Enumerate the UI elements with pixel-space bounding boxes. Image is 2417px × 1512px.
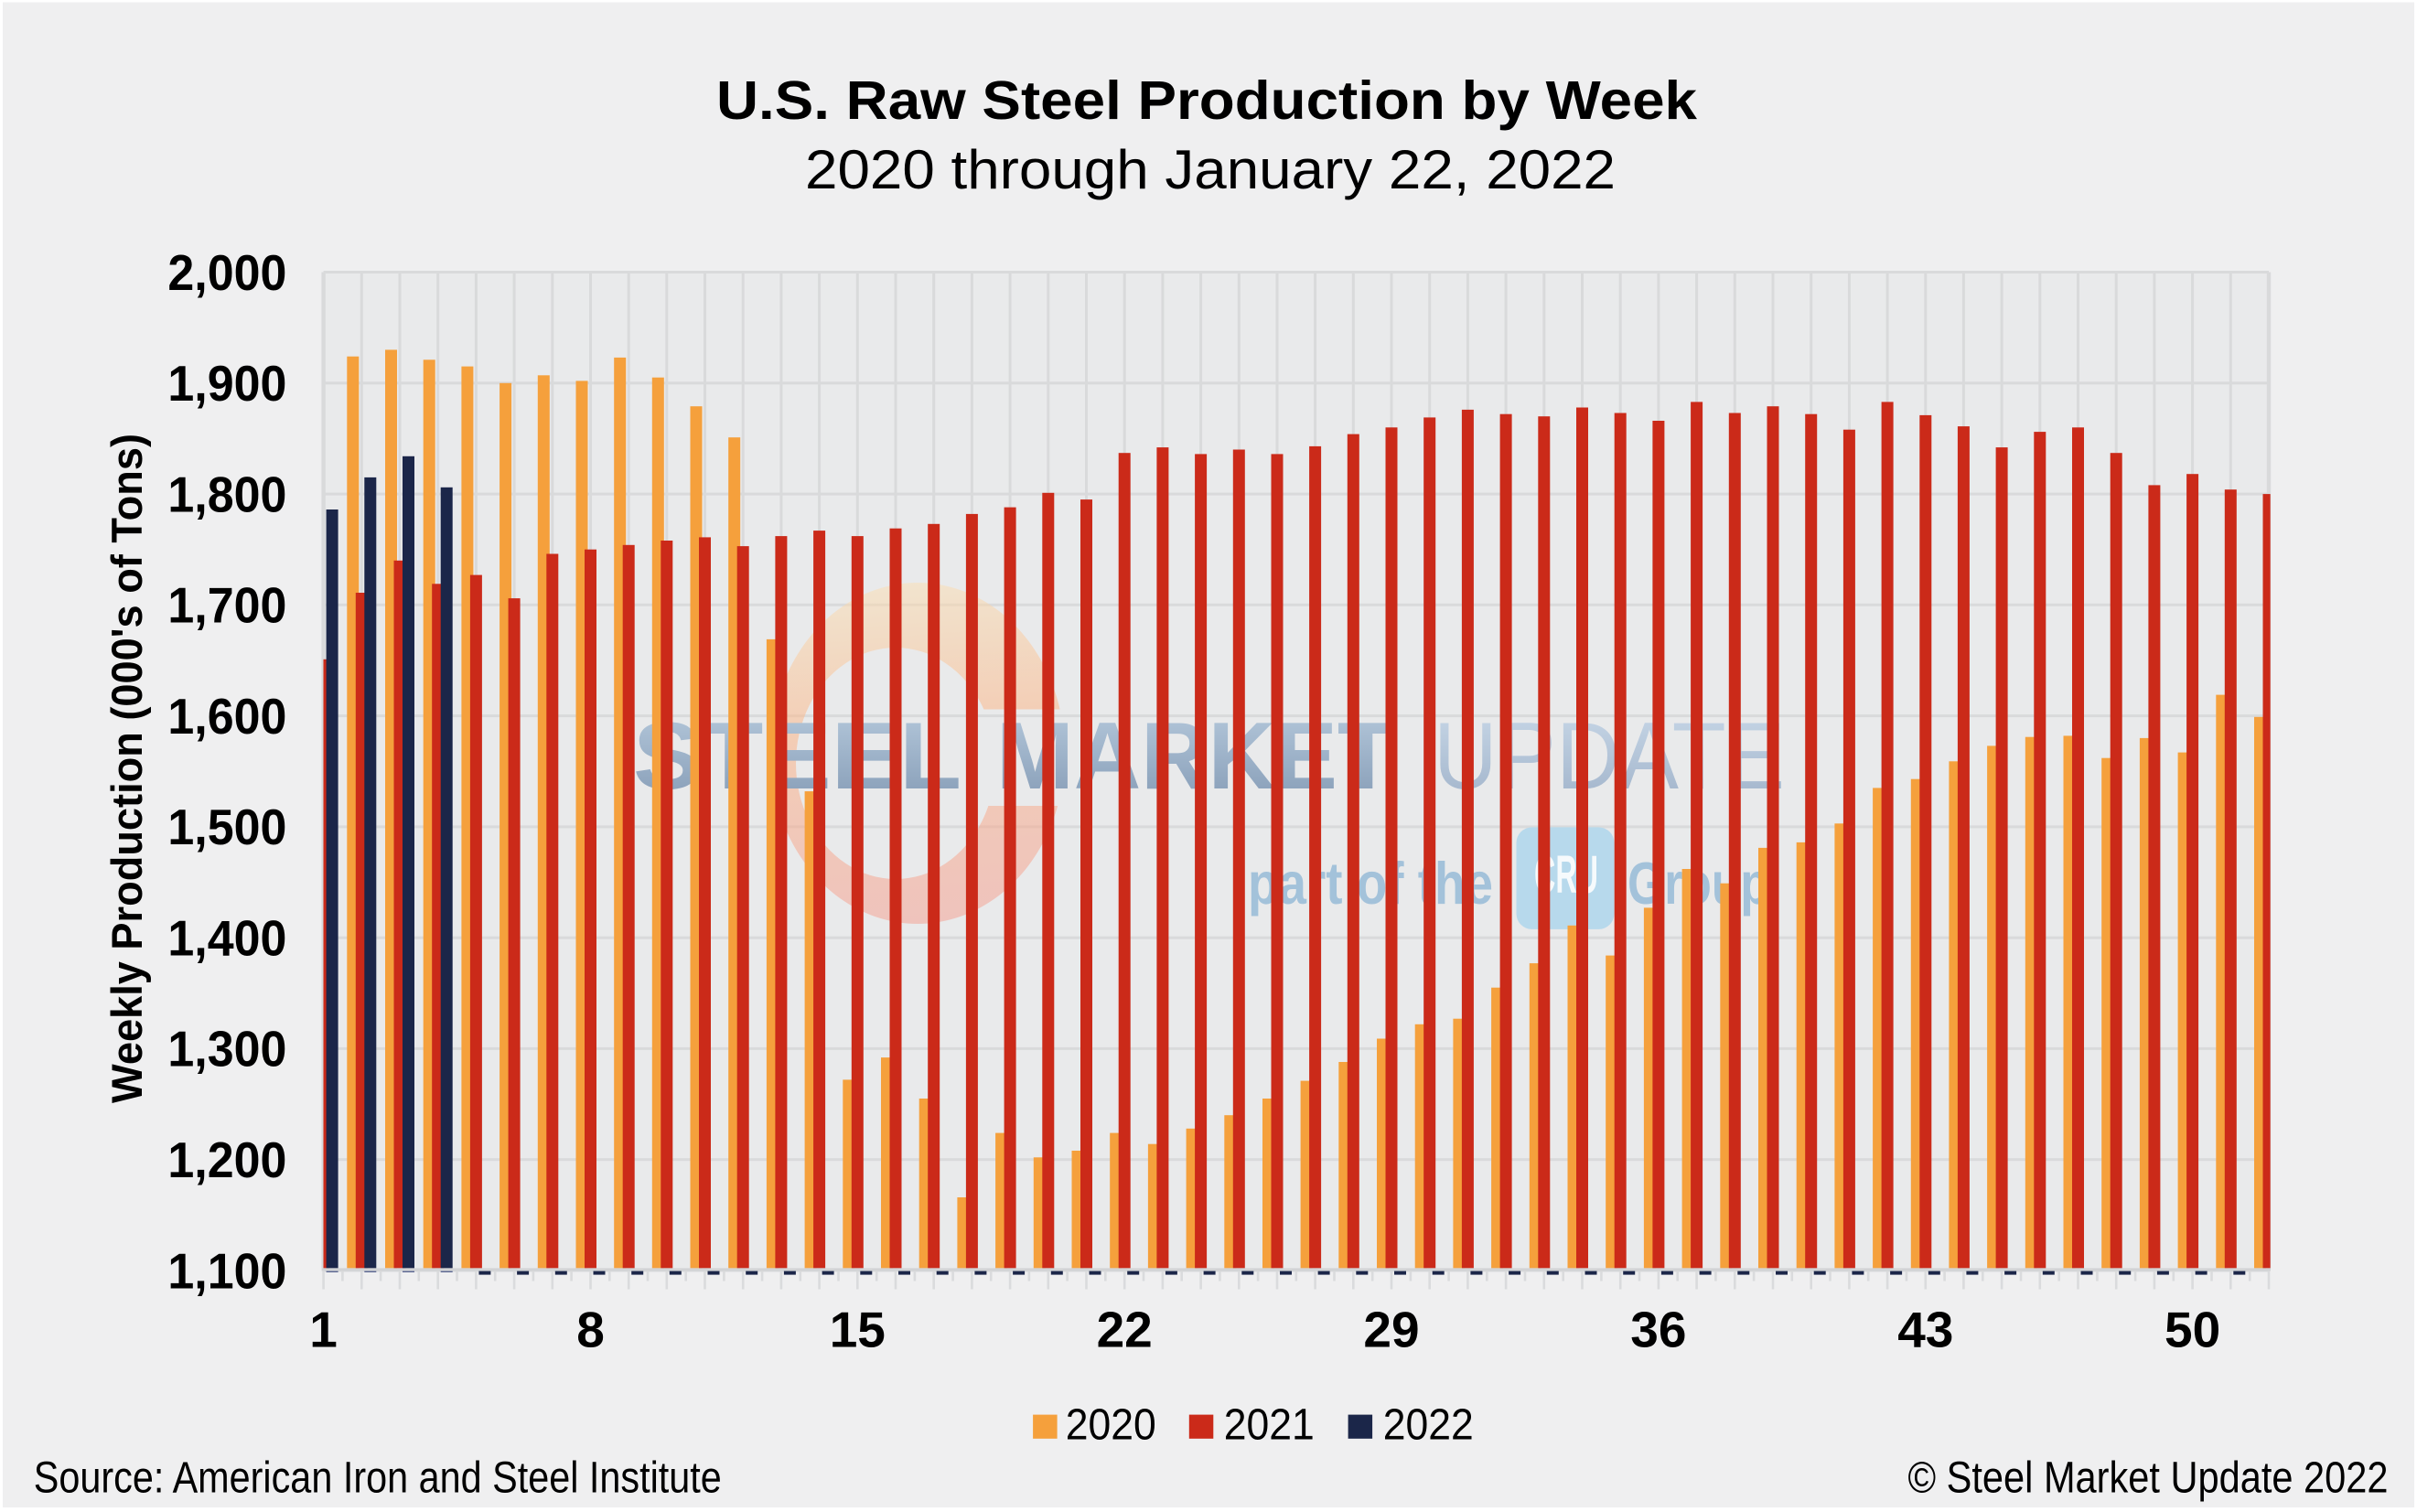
svg-text:1,300: 1,300 (167, 1021, 286, 1078)
svg-text:43: 43 (1897, 1302, 1953, 1358)
svg-text:1,200: 1,200 (167, 1131, 286, 1188)
svg-text:2022: 2022 (1383, 1401, 1474, 1450)
svg-text:8: 8 (576, 1302, 605, 1358)
svg-text:1,700: 1,700 (167, 577, 286, 634)
svg-text:UPDATE: UPDATE (1434, 703, 1785, 810)
svg-text:STEEL: STEEL (633, 703, 961, 810)
svg-text:1: 1 (309, 1302, 338, 1358)
svg-text:U.S. Raw Steel Production by W: U.S. Raw Steel Production by Week (716, 70, 1697, 131)
svg-text:1,500: 1,500 (167, 799, 286, 855)
svg-text:50: 50 (2165, 1302, 2220, 1358)
svg-text:1,900: 1,900 (167, 355, 286, 412)
svg-text:1,400: 1,400 (167, 910, 286, 967)
svg-text:1,800: 1,800 (167, 466, 286, 522)
svg-text:1,600: 1,600 (167, 688, 286, 745)
svg-text:© Steel Market Update 2022: © Steel Market Update 2022 (1908, 1454, 2389, 1503)
svg-text:1,100: 1,100 (167, 1242, 286, 1299)
svg-text:part of the: part of the (1248, 850, 1493, 917)
svg-text:15: 15 (830, 1302, 886, 1358)
svg-text:Weekly Production (000's of To: Weekly Production (000's of Tons) (102, 434, 151, 1103)
svg-text:36: 36 (1630, 1302, 1686, 1358)
svg-text:Source: American Iron and Stee: Source: American Iron and Steel Institut… (34, 1454, 722, 1503)
svg-text:2020: 2020 (1066, 1401, 1156, 1450)
svg-text:2,000: 2,000 (167, 244, 286, 301)
svg-text:22: 22 (1097, 1302, 1153, 1358)
svg-text:2021: 2021 (1224, 1401, 1315, 1450)
svg-text:2020 through January 22, 2022: 2020 through January 22, 2022 (805, 139, 1616, 200)
svg-text:29: 29 (1363, 1302, 1419, 1358)
